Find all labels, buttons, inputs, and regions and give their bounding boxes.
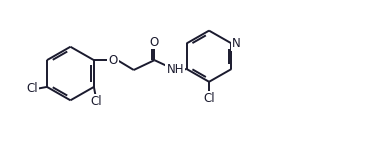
Text: NH: NH bbox=[166, 63, 184, 77]
Text: Cl: Cl bbox=[203, 92, 215, 105]
Text: Cl: Cl bbox=[90, 95, 102, 108]
Text: O: O bbox=[150, 35, 159, 48]
Text: Cl: Cl bbox=[26, 82, 38, 95]
Text: O: O bbox=[109, 54, 118, 67]
Text: N: N bbox=[232, 37, 241, 50]
